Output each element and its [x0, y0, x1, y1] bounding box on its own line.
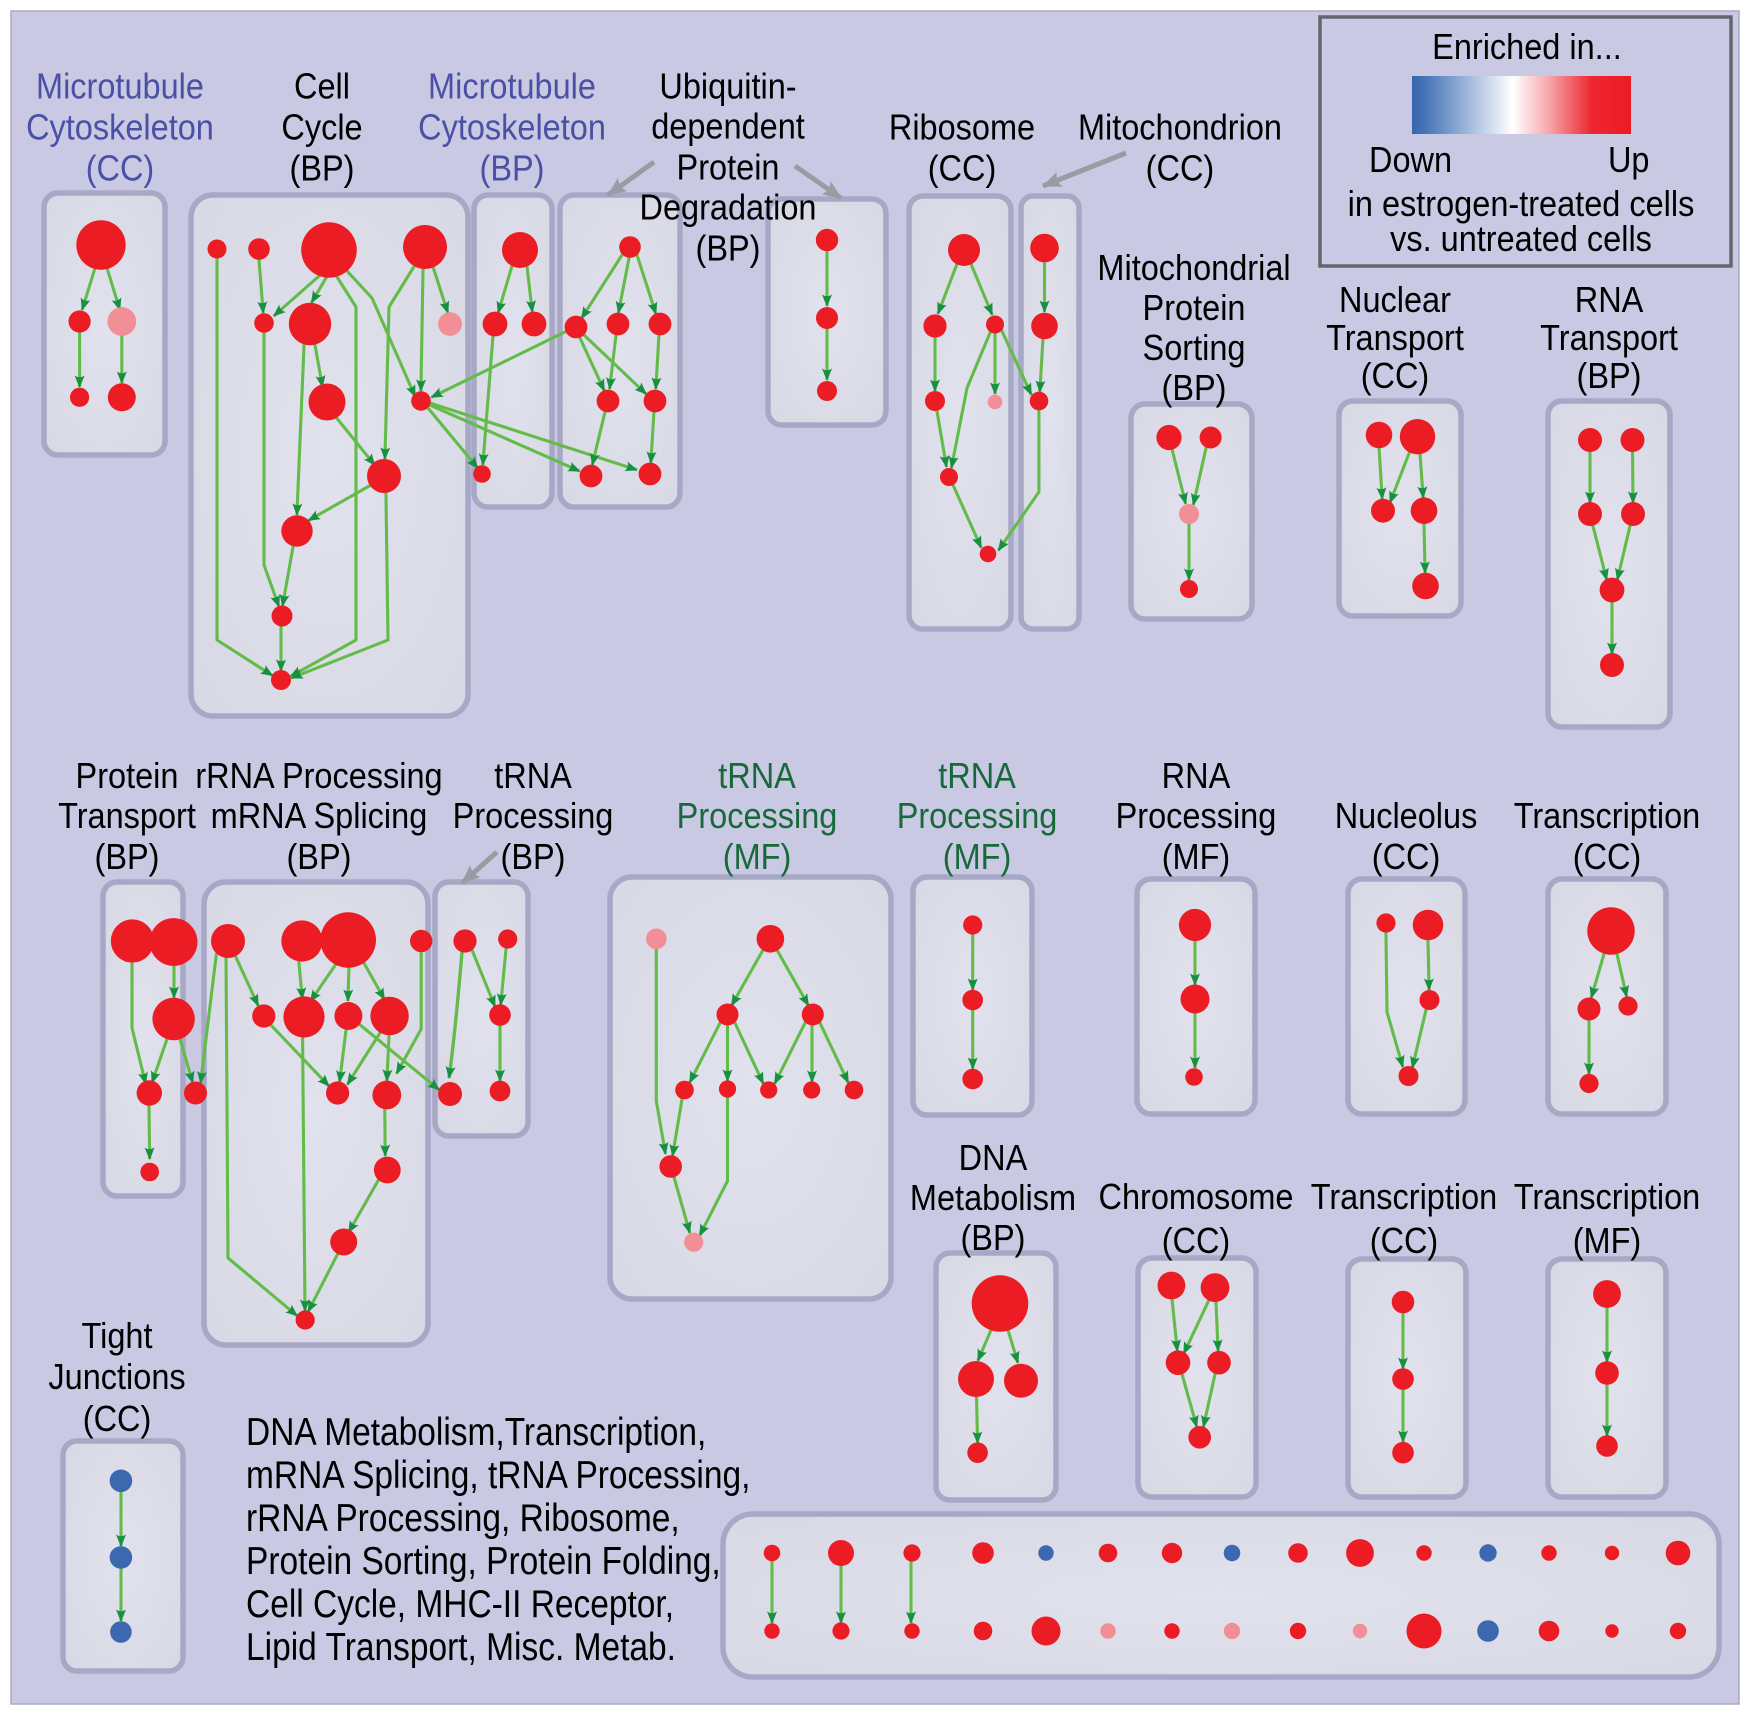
svg-text:tRNA: tRNA: [494, 756, 572, 796]
svg-text:Protein: Protein: [76, 756, 179, 796]
svg-text:(CC): (CC): [928, 149, 997, 189]
svg-text:(CC): (CC): [1573, 837, 1642, 877]
svg-text:DNA Metabolism,Transcription,: DNA Metabolism,Transcription,: [246, 1410, 706, 1454]
svg-text:dependent: dependent: [651, 107, 805, 147]
svg-text:DNA: DNA: [959, 1138, 1028, 1178]
svg-text:(BP): (BP): [286, 837, 351, 877]
svg-text:(BP): (BP): [960, 1218, 1025, 1258]
svg-text:Enriched in...: Enriched in...: [1432, 27, 1622, 67]
svg-text:(BP): (BP): [501, 837, 566, 877]
svg-text:(BP): (BP): [95, 837, 160, 877]
svg-text:(CC): (CC): [1162, 1221, 1231, 1261]
svg-text:(BP): (BP): [480, 149, 545, 189]
svg-text:Metabolism: Metabolism: [910, 1178, 1076, 1218]
svg-text:Transport: Transport: [1326, 318, 1464, 358]
svg-text:RNA: RNA: [1575, 280, 1644, 320]
svg-text:rRNA Processing: rRNA Processing: [195, 756, 442, 796]
svg-text:Mitochondrial: Mitochondrial: [1097, 248, 1290, 288]
svg-text:mRNA Splicing, tRNA Processing: mRNA Splicing, tRNA Processing,: [246, 1453, 750, 1497]
svg-text:Processing: Processing: [1116, 796, 1277, 836]
svg-text:Protein: Protein: [677, 148, 780, 188]
svg-text:Cell: Cell: [294, 67, 350, 107]
svg-text:(CC): (CC): [86, 149, 155, 189]
svg-text:RNA: RNA: [1162, 756, 1231, 796]
svg-text:(BP): (BP): [1577, 356, 1642, 396]
svg-text:Microtubule: Microtubule: [428, 67, 596, 107]
svg-text:tRNA: tRNA: [938, 756, 1016, 796]
svg-text:tRNA: tRNA: [718, 756, 796, 796]
svg-text:Processing: Processing: [677, 796, 838, 836]
svg-text:(BP): (BP): [1162, 368, 1227, 408]
svg-text:Transport: Transport: [1540, 318, 1678, 358]
svg-text:Transcription: Transcription: [1311, 1177, 1498, 1217]
svg-text:Processing: Processing: [897, 796, 1058, 836]
svg-text:(CC): (CC): [1372, 837, 1441, 877]
svg-text:mRNA Splicing: mRNA Splicing: [211, 796, 428, 836]
svg-text:Cytoskeleton: Cytoskeleton: [26, 108, 214, 148]
svg-text:(MF): (MF): [1573, 1221, 1642, 1261]
svg-text:(MF): (MF): [943, 837, 1012, 877]
svg-text:Sorting: Sorting: [1143, 328, 1246, 368]
svg-text:Transcription: Transcription: [1514, 796, 1701, 836]
svg-text:Nucleolus: Nucleolus: [1335, 796, 1478, 836]
svg-text:(CC): (CC): [1146, 149, 1215, 189]
svg-text:Microtubule: Microtubule: [36, 67, 204, 107]
svg-text:rRNA Processing, Ribosome,: rRNA Processing, Ribosome,: [246, 1496, 680, 1540]
svg-text:Protein Sorting, Protein Foldi: Protein Sorting, Protein Folding,: [246, 1539, 721, 1583]
svg-text:(CC): (CC): [83, 1399, 152, 1439]
svg-text:Processing: Processing: [453, 796, 614, 836]
svg-text:Cell Cycle, MHC-II Receptor,: Cell Cycle, MHC-II Receptor,: [246, 1582, 674, 1626]
svg-text:(CC): (CC): [1370, 1221, 1439, 1261]
svg-text:Mitochondrion: Mitochondrion: [1078, 108, 1282, 148]
svg-text:(MF): (MF): [723, 837, 792, 877]
svg-text:Nuclear: Nuclear: [1339, 280, 1451, 320]
svg-text:Ribosome: Ribosome: [889, 108, 1035, 148]
svg-text:(MF): (MF): [1162, 837, 1231, 877]
svg-text:Transport: Transport: [58, 796, 196, 836]
svg-text:(CC): (CC): [1361, 356, 1430, 396]
svg-text:Transcription: Transcription: [1514, 1177, 1701, 1217]
svg-text:Up: Up: [1608, 140, 1650, 180]
svg-text:Tight: Tight: [82, 1316, 153, 1356]
svg-text:Chromosome: Chromosome: [1099, 1177, 1294, 1217]
svg-text:vs. untreated cells: vs. untreated cells: [1390, 219, 1652, 259]
svg-text:Junctions: Junctions: [48, 1357, 185, 1397]
svg-text:Cycle: Cycle: [281, 108, 362, 148]
svg-text:(BP): (BP): [696, 229, 761, 269]
svg-text:in estrogen-treated cells: in estrogen-treated cells: [1348, 184, 1695, 224]
svg-text:Cytoskeleton: Cytoskeleton: [418, 108, 606, 148]
svg-text:Lipid Transport, Misc. Metab.: Lipid Transport, Misc. Metab.: [246, 1625, 676, 1669]
svg-text:Degradation: Degradation: [640, 188, 817, 228]
svg-text:Down: Down: [1369, 140, 1452, 180]
svg-text:(BP): (BP): [290, 149, 355, 189]
svg-text:Protein: Protein: [1143, 288, 1246, 328]
svg-text:Ubiquitin-: Ubiquitin-: [659, 67, 796, 107]
